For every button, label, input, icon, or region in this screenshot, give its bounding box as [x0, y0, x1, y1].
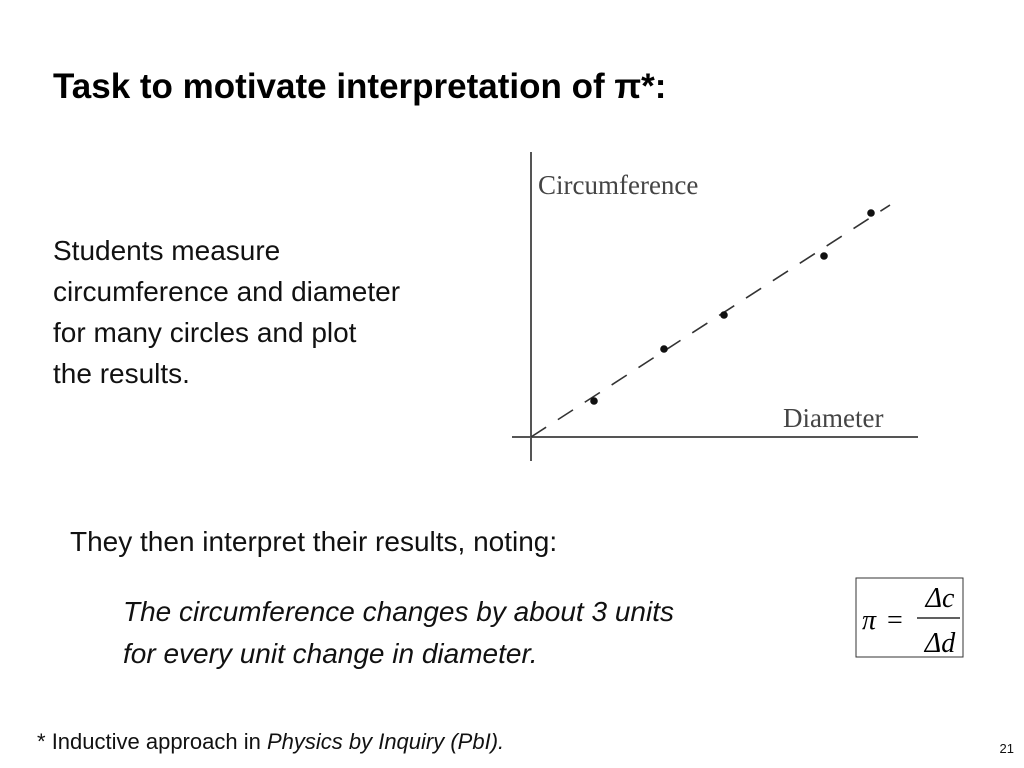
intro-line: circumference and diameter	[53, 276, 400, 307]
data-point	[660, 345, 668, 353]
page-number: 21	[1000, 741, 1014, 756]
data-point	[867, 209, 875, 217]
data-point	[820, 252, 828, 260]
data-point	[590, 397, 598, 405]
intro-line: the results.	[53, 358, 190, 389]
intro: Students measure circumference and diame…	[53, 235, 400, 389]
formula-lhs: π	[862, 605, 877, 636]
y-axis-label: Circumference	[538, 170, 698, 200]
footnote-marker: *	[37, 729, 46, 754]
formula-equals: =	[887, 605, 903, 636]
formula-denominator: Δd	[924, 628, 956, 659]
intro-line: for many circles and plot	[53, 317, 357, 348]
trend-line	[530, 204, 891, 438]
title: Task to motivate interpretation of π*:	[53, 67, 666, 106]
formula-box	[855, 577, 964, 658]
quote-line: for every unit change in diameter.	[123, 638, 538, 669]
lead: They then interpret their results, notin…	[70, 526, 557, 557]
data-point	[720, 311, 728, 319]
formula-numerator: Δc	[925, 583, 955, 614]
graph: Circumference Diameter	[512, 152, 918, 461]
footnote: * Inductive approach in Physics by Inqui…	[37, 729, 504, 754]
formula: π = Δc Δd	[855, 577, 964, 659]
quote-line: The circumference changes by about 3 uni…	[123, 596, 674, 627]
footnote-text: Inductive approach in	[52, 729, 261, 754]
x-axis-label: Diameter	[783, 403, 883, 433]
footnote-source: Physics by Inquiry (PbI).	[267, 729, 504, 754]
intro-line: Students measure	[53, 235, 280, 266]
